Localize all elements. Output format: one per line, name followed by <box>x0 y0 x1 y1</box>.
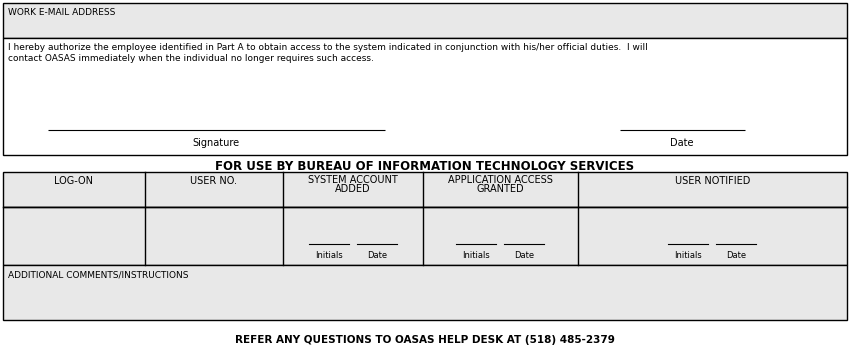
Bar <box>3 3 847 38</box>
Text: Initials: Initials <box>462 251 490 260</box>
Text: USER NOTIFIED: USER NOTIFIED <box>675 176 751 186</box>
Text: GRANTED: GRANTED <box>477 184 524 194</box>
Text: Date: Date <box>727 251 746 260</box>
Text: WORK E-MAIL ADDRESS: WORK E-MAIL ADDRESS <box>8 8 116 17</box>
Text: Date: Date <box>671 138 694 148</box>
Text: Initials: Initials <box>675 251 702 260</box>
Text: REFER ANY QUESTIONS TO OASAS HELP DESK AT (518) 485-2379: REFER ANY QUESTIONS TO OASAS HELP DESK A… <box>235 335 615 345</box>
Text: I hereby authorize the employee identified in Part A to obtain access to the sys: I hereby authorize the employee identifi… <box>8 43 648 52</box>
Text: FOR USE BY BUREAU OF INFORMATION TECHNOLOGY SERVICES: FOR USE BY BUREAU OF INFORMATION TECHNOL… <box>215 160 635 173</box>
Text: contact OASAS immediately when the individual no longer requires such access.: contact OASAS immediately when the indiv… <box>8 54 374 63</box>
Text: SYSTEM ACCOUNT: SYSTEM ACCOUNT <box>308 175 398 185</box>
Bar <box>3 172 847 207</box>
Bar <box>3 207 847 265</box>
Bar <box>3 265 847 320</box>
Text: ADDED: ADDED <box>335 184 371 194</box>
Text: ADDITIONAL COMMENTS/INSTRUCTIONS: ADDITIONAL COMMENTS/INSTRUCTIONS <box>8 270 189 279</box>
Text: Date: Date <box>367 251 387 260</box>
Text: LOG-ON: LOG-ON <box>54 176 94 186</box>
Text: APPLICATION ACCESS: APPLICATION ACCESS <box>448 175 553 185</box>
Text: USER NO.: USER NO. <box>190 176 237 186</box>
Text: Date: Date <box>514 251 535 260</box>
Text: Initials: Initials <box>315 251 343 260</box>
Text: Signature: Signature <box>192 138 240 148</box>
Bar <box>3 38 847 155</box>
